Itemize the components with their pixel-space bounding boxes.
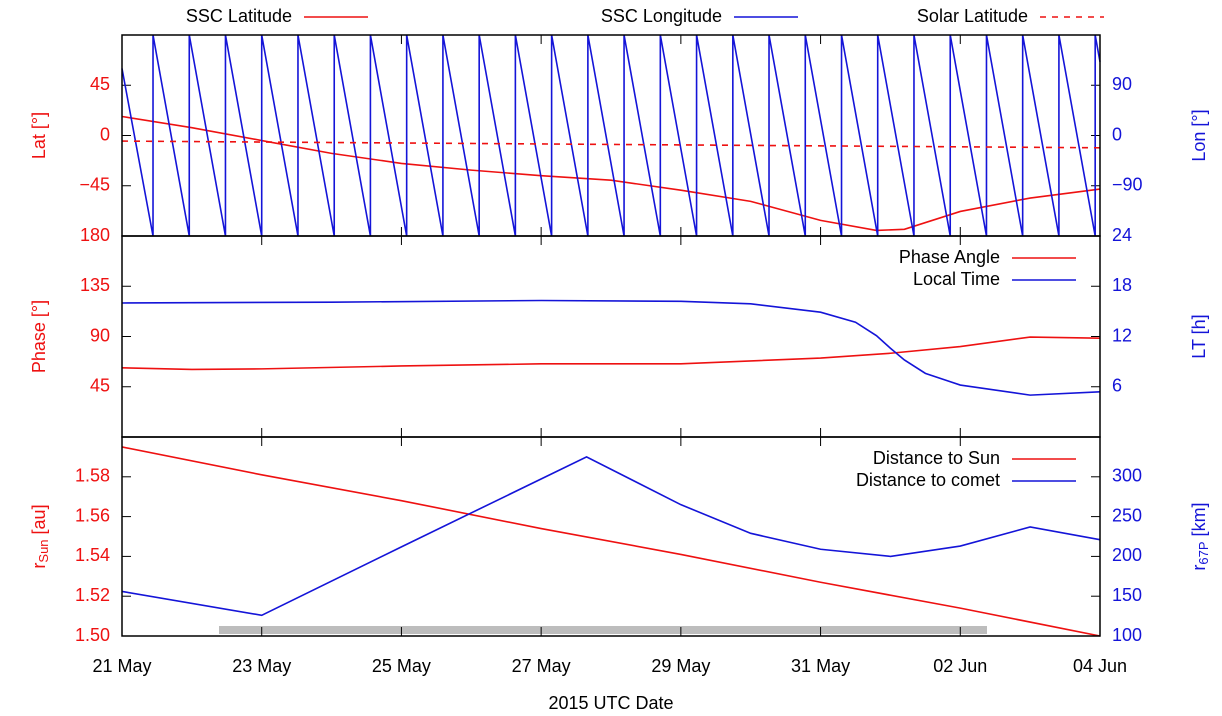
y-tick-label: 180 [80,225,110,245]
x-axis-label: 2015 UTC Date [548,693,673,713]
legend-label: SSC Latitude [186,6,292,26]
axis-label: Lat [°] [29,112,49,159]
y-tick-label: 135 [80,275,110,295]
axis-label-text: [km] [1189,502,1209,536]
y-tick-label: −45 [79,175,110,195]
x-tick-label: 29 May [651,656,710,676]
y2-tick-label: 200 [1112,545,1142,565]
axis-label: rSun [au] [29,504,52,568]
x-tick-label: 04 Jun [1073,656,1127,676]
axis-label-text: [au] [29,504,49,534]
legend-label: Local Time [913,269,1000,289]
y-tick-label: 45 [90,74,110,94]
series-line [121,456,1101,617]
x-tick-label: 21 May [92,656,151,676]
axis-label-text: r [29,563,49,569]
y-tick-label: 45 [90,376,110,396]
y2-tick-label: 6 [1112,376,1122,396]
y2-tick-label: −90 [1112,175,1143,195]
axis-label: r67P [km] [1189,502,1212,570]
y-tick-label: 1.52 [75,585,110,605]
y-tick-label: 1.50 [75,625,110,645]
axis-label: LT [h] [1189,314,1209,358]
y-tick-label: 1.54 [75,545,110,565]
series-line [121,34,1101,237]
y2-tick-label: 100 [1112,625,1142,645]
y2-tick-label: 0 [1112,124,1122,144]
y-tick-label: 0 [100,124,110,144]
y2-tick-label: 18 [1112,275,1132,295]
legend-label: Phase Angle [899,247,1000,267]
y-tick-label: 1.58 [75,466,110,486]
axis-label-text: r [1189,565,1209,571]
x-tick-label: 31 May [791,656,850,676]
series-line [121,446,1101,637]
series-line [121,299,1101,396]
axis-label-sub: 67P [1196,541,1211,564]
y2-tick-label: 150 [1112,585,1142,605]
legend-label: Distance to Sun [873,448,1000,468]
axis-label: Phase [°] [29,300,49,373]
axis-label-sub: Sun [36,539,51,562]
y2-tick-label: 300 [1112,466,1142,486]
y-tick-label: 90 [90,325,110,345]
x-tick-label: 25 May [372,656,431,676]
y2-tick-label: 24 [1112,225,1132,245]
plot-frame [121,436,1101,637]
series-line [121,140,1101,149]
x-tick-label: 02 Jun [933,656,987,676]
legend-label: SSC Longitude [601,6,722,26]
series-line [121,336,1101,371]
y2-tick-label: 90 [1112,74,1132,94]
plot-frame [121,34,1101,237]
series-line [121,115,1101,232]
legend-label: Distance to comet [856,470,1000,490]
y2-tick-label: 250 [1112,505,1142,525]
y-tick-label: 1.56 [75,505,110,525]
x-tick-label: 27 May [512,656,571,676]
x-tick-label: 23 May [232,656,291,676]
legend-label: Solar Latitude [917,6,1028,26]
axis-label: Lon [°] [1189,109,1209,161]
highlight-band [219,626,987,634]
y2-tick-label: 12 [1112,325,1132,345]
